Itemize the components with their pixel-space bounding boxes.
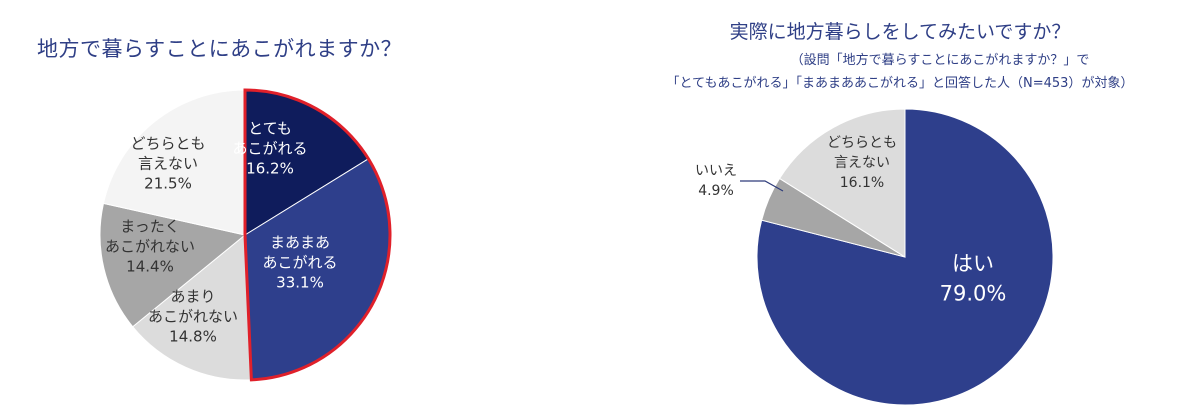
left-pie-label-3: まったくあこがれない 14.4% bbox=[105, 217, 195, 275]
left-pie-label-3-value: 14.4% bbox=[126, 257, 174, 275]
right-pie-chart: はい 79.0% いいえ 4.9% どちらとも言えない 16.1% bbox=[695, 108, 1054, 405]
right-pie-label-0-value: 79.0% bbox=[940, 281, 1007, 305]
left-pie-slice-2 bbox=[131, 233, 252, 381]
right-pie-label-2-line: どちらとも bbox=[827, 135, 897, 151]
right-chart-subtitle-line-1: （設問「地方で暮らすことにあこがれますか？」で bbox=[790, 53, 1090, 68]
right-pie-slice-2 bbox=[778, 108, 906, 258]
left-pie-label-4-line: どちらとも bbox=[130, 134, 205, 152]
left-pie-label-2-value: 14.8% bbox=[169, 327, 217, 345]
left-pie-label-2-line: あまり bbox=[170, 287, 215, 305]
right-chart-title: 実際に地方暮らしをしてみたいですか？ bbox=[729, 21, 1071, 43]
right-chart-subtitle-line-2: 「とてもあこがれる」「まあまああこがれる」と回答した人（N=453）が対象） bbox=[666, 76, 1134, 91]
right-pie-label-2: どちらとも言えない 16.1% bbox=[827, 135, 897, 191]
left-chart-panel: 地方で暮らすことにあこがれますか？ とてもあこがれる 16.2% まあまああこがれる… bbox=[0, 0, 560, 405]
left-pie-label-0: とてもあこがれる 16.2% bbox=[232, 119, 307, 177]
left-pie-highlight-outline bbox=[243, 88, 392, 382]
left-pie-label-1: まあまああこがれる 33.1% bbox=[262, 233, 337, 291]
right-chart-panel: 実際に地方暮らしをしてみたいですか？ （設問「地方で暮らすことにあこがれますか？… bbox=[600, 0, 1200, 405]
right-pie-label-1: いいえ 4.9% bbox=[695, 163, 737, 199]
right-pie-label-2-value: 16.1% bbox=[840, 175, 884, 191]
left-pie-label-1-line: まあまあ bbox=[270, 233, 330, 251]
left-pie-chart: とてもあこがれる 16.2%まあまああこがれる 33.1%あまりあこがれない 14.8… bbox=[99, 88, 392, 382]
left-pie-label-2-line: あこがれない bbox=[148, 307, 238, 325]
left-pie-label-4: どちらとも言えない 21.5% bbox=[130, 134, 205, 192]
left-pie-label-0-value: 16.2% bbox=[246, 159, 294, 177]
left-pie-label-1-value: 33.1% bbox=[276, 273, 324, 291]
left-pie-slice-4 bbox=[102, 89, 246, 236]
left-pie-label-0-line: あこがれる bbox=[232, 139, 307, 157]
right-pie-label-0: はい 79.0% bbox=[940, 251, 1007, 305]
left-chart-title: 地方で暮らすことにあこがれますか？ bbox=[37, 37, 403, 61]
right-pie-label-1-line: いいえ bbox=[695, 163, 737, 179]
left-pie-label-4-line: 言えない bbox=[138, 154, 198, 172]
right-pie-leader-line bbox=[740, 180, 784, 192]
left-pie-label-3-line: まったく bbox=[120, 217, 179, 235]
left-pie-label-0-line: とても bbox=[248, 119, 292, 137]
left-pie-slice-3 bbox=[99, 202, 247, 328]
left-pie-label-3-line: あこがれない bbox=[105, 237, 195, 255]
right-pie-label-2-line: 言えない bbox=[834, 155, 890, 171]
left-pie-label-4-value: 21.5% bbox=[144, 174, 192, 192]
left-pie-label-1-line: あこがれる bbox=[262, 253, 337, 271]
right-pie-label-1-value: 4.9% bbox=[698, 183, 734, 199]
left-pie-label-2: あまりあこがれない 14.8% bbox=[148, 287, 238, 345]
right-pie-label-0-line: はい bbox=[952, 251, 994, 275]
